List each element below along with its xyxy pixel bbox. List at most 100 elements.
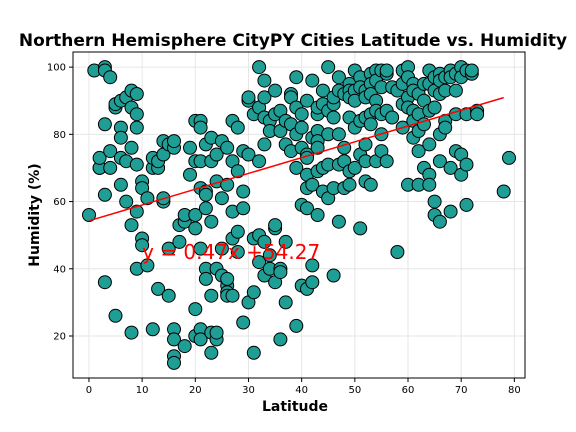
- data-point: [113, 177, 128, 192]
- data-point: [331, 214, 346, 229]
- data-point: [214, 241, 229, 256]
- data-point: [198, 201, 213, 216]
- data-point: [438, 120, 453, 135]
- x-tick-label: 50: [348, 385, 361, 396]
- y-tick-label: 20: [53, 331, 66, 342]
- data-point: [305, 258, 320, 273]
- data-point: [459, 197, 474, 212]
- data-point: [204, 288, 219, 303]
- data-point: [209, 325, 224, 340]
- data-point: [363, 117, 378, 132]
- data-point: [257, 137, 272, 152]
- data-point: [422, 177, 437, 192]
- x-axis-ticks: 0 10 20 30 40 50 60 70 80: [86, 378, 521, 396]
- data-point: [124, 140, 139, 155]
- data-point: [257, 234, 272, 249]
- data-point: [363, 177, 378, 192]
- data-point: [177, 339, 192, 354]
- data-point: [443, 204, 458, 219]
- data-point: [326, 110, 341, 125]
- data-point: [305, 73, 320, 88]
- x-tick-label: 10: [136, 385, 149, 396]
- data-point: [385, 110, 400, 125]
- data-point: [422, 137, 437, 152]
- data-point: [198, 271, 213, 286]
- data-point: [502, 150, 516, 165]
- data-point: [198, 187, 213, 202]
- data-point: [193, 332, 208, 347]
- data-point: [257, 73, 272, 88]
- data-point: [305, 177, 320, 192]
- data-point: [172, 234, 187, 249]
- data-point: [188, 221, 203, 236]
- data-point: [273, 265, 288, 280]
- data-point: [108, 308, 123, 323]
- data-point: [257, 90, 272, 105]
- data-point: [379, 63, 394, 78]
- data-point: [252, 60, 267, 75]
- regression-line: [88, 96, 504, 222]
- data-point: [204, 214, 219, 229]
- x-tick-label: 40: [295, 385, 308, 396]
- data-point: [97, 187, 112, 202]
- data-point: [273, 332, 288, 347]
- data-point: [161, 288, 176, 303]
- data-point: [459, 157, 474, 172]
- data-point: [305, 275, 320, 290]
- data-point: [321, 60, 336, 75]
- data-point: [129, 204, 144, 219]
- data-point: [145, 322, 160, 337]
- data-point: [443, 160, 458, 175]
- data-point: [390, 245, 405, 259]
- x-tick-label: 80: [508, 385, 521, 396]
- data-point: [353, 221, 368, 236]
- data-point: [183, 167, 197, 182]
- x-tick-label: 70: [455, 385, 468, 396]
- data-point: [230, 164, 245, 179]
- data-point: [151, 281, 166, 296]
- data-point: [427, 194, 442, 209]
- x-axis-label: Latitude: [262, 399, 328, 415]
- data-point: [119, 194, 134, 209]
- data-point: [411, 144, 426, 159]
- plot-area: [72, 51, 526, 379]
- y-tick-label: 80: [53, 130, 66, 141]
- data-point: [379, 154, 394, 169]
- data-point: [252, 154, 267, 169]
- data-point: [241, 90, 256, 105]
- data-point: [236, 184, 251, 199]
- data-point: [246, 285, 261, 300]
- data-point: [129, 120, 144, 135]
- data-point: [167, 332, 181, 347]
- data-point: [129, 157, 144, 172]
- data-point: [220, 140, 235, 155]
- data-point: [103, 144, 118, 159]
- data-point: [129, 87, 144, 101]
- data-point: [464, 63, 479, 78]
- data-point: [225, 288, 240, 303]
- data-point: [310, 140, 325, 155]
- data-point: [220, 177, 235, 192]
- data-point: [220, 271, 235, 286]
- data-point: [167, 355, 181, 370]
- data-point: [268, 218, 283, 233]
- data-point: [124, 218, 139, 233]
- data-point: [496, 184, 511, 199]
- y-tick-label: 60: [53, 197, 66, 208]
- data-point: [289, 318, 304, 333]
- data-point: [183, 140, 197, 155]
- regression-equation: y = 0.47x +54.27: [142, 240, 320, 264]
- data-point: [448, 83, 463, 98]
- data-point: [268, 83, 283, 98]
- data-point: [103, 70, 118, 85]
- x-tick-label: 20: [189, 385, 202, 396]
- data-point: [193, 241, 208, 256]
- data-point: [188, 302, 203, 317]
- data-points: [82, 60, 516, 370]
- data-point: [252, 255, 267, 270]
- data-point: [236, 315, 251, 330]
- data-point: [241, 147, 256, 162]
- data-point: [113, 130, 128, 145]
- data-point: [289, 160, 304, 175]
- data-point: [470, 107, 485, 122]
